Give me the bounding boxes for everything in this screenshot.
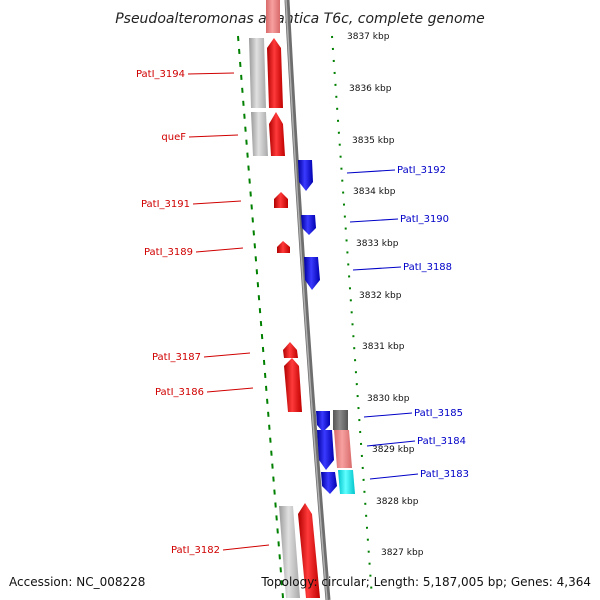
gene-feature-gray[interactable] (251, 112, 268, 156)
gene-label-PatI_3187[interactable]: PatI_3187 (152, 352, 201, 363)
kbp-label: 3833 kbp (356, 239, 399, 249)
genome-title: Pseudoalteromonas atlantica T6c, complet… (115, 11, 485, 27)
right-gene-labels: PatI_3192 PatI_3190 PatI_3188 PatI_3185 … (346, 165, 469, 480)
gene-feature-PatI_3186[interactable] (284, 358, 302, 412)
right-dotted-guide (331, 35, 373, 599)
gene-label-queF[interactable]: queF (161, 132, 186, 143)
left-dotted-guide (237, 35, 284, 599)
gene-feature-PatI_3184[interactable] (317, 430, 334, 470)
left-gene-labels: PatI_3194 queF PatI_3191 PatI_3189 PatI_… (136, 69, 270, 556)
gene-label-PatI_3182[interactable]: PatI_3182 (171, 545, 220, 556)
kbp-label: 3835 kbp (352, 136, 395, 146)
kbp-label: 3828 kbp (376, 497, 419, 507)
gene-label-PatI_3194[interactable]: PatI_3194 (136, 69, 185, 80)
kbp-label: 3831 kbp (362, 342, 405, 352)
kbp-label: 3836 kbp (349, 84, 392, 94)
gene-feature-dark[interactable] (333, 410, 348, 430)
gene-label-PatI_3189[interactable]: PatI_3189 (144, 247, 193, 258)
gene-feature-PatI_3192[interactable] (298, 160, 313, 191)
gene-label-PatI_3183[interactable]: PatI_3183 (420, 469, 469, 480)
gene-feature-cyan[interactable] (338, 470, 355, 494)
gene-feature-PatI_3190[interactable] (301, 215, 316, 235)
accession-text: Accession: NC_008228 (9, 575, 145, 589)
kbp-label: 3834 kbp (353, 187, 396, 197)
gene-label-PatI_3191[interactable]: PatI_3191 (141, 199, 190, 210)
gene-feature-PatI_3182[interactable] (298, 503, 320, 598)
gene-feature-queF[interactable] (269, 112, 285, 156)
gene-feature-PatI_3191[interactable] (274, 192, 288, 208)
genome-summary-text: Topology: circular; Length: 5,187,005 bp… (260, 575, 591, 589)
gene-label-PatI_3192[interactable]: PatI_3192 (397, 165, 446, 176)
gene-feature-pink[interactable] (334, 430, 352, 468)
kbp-label: 3827 kbp (381, 548, 424, 558)
gene-label-PatI_3184[interactable]: PatI_3184 (417, 436, 466, 447)
gene-label-PatI_3185[interactable]: PatI_3185 (414, 408, 463, 419)
gene-feature-PatI_3185[interactable] (316, 411, 330, 432)
gene-feature-PatI_3189[interactable] (277, 241, 290, 253)
kbp-scale: 3837 kbp 3836 kbp 3835 kbp 3834 kbp 3833… (347, 32, 424, 558)
gene-feature-pink[interactable] (266, 0, 280, 33)
kbp-label: 3832 kbp (359, 291, 402, 301)
gene-label-PatI_3190[interactable]: PatI_3190 (400, 214, 449, 225)
gene-label-PatI_3188[interactable]: PatI_3188 (403, 262, 452, 273)
gene-feature-PatI_3194[interactable] (267, 38, 283, 108)
gene-feature-PatI_3188[interactable] (304, 257, 320, 290)
kbp-label: 3830 kbp (367, 394, 410, 404)
genome-backbone-axis (284, 0, 331, 600)
gene-feature-PatI_3183[interactable] (321, 472, 337, 494)
gene-feature-PatI_3187[interactable] (283, 342, 298, 358)
kbp-label: 3829 kbp (372, 445, 415, 455)
gene-label-PatI_3186[interactable]: PatI_3186 (155, 387, 204, 398)
kbp-label: 3837 kbp (347, 32, 390, 42)
gene-feature-gray[interactable] (279, 506, 300, 598)
gene-feature-gray[interactable] (249, 38, 266, 108)
